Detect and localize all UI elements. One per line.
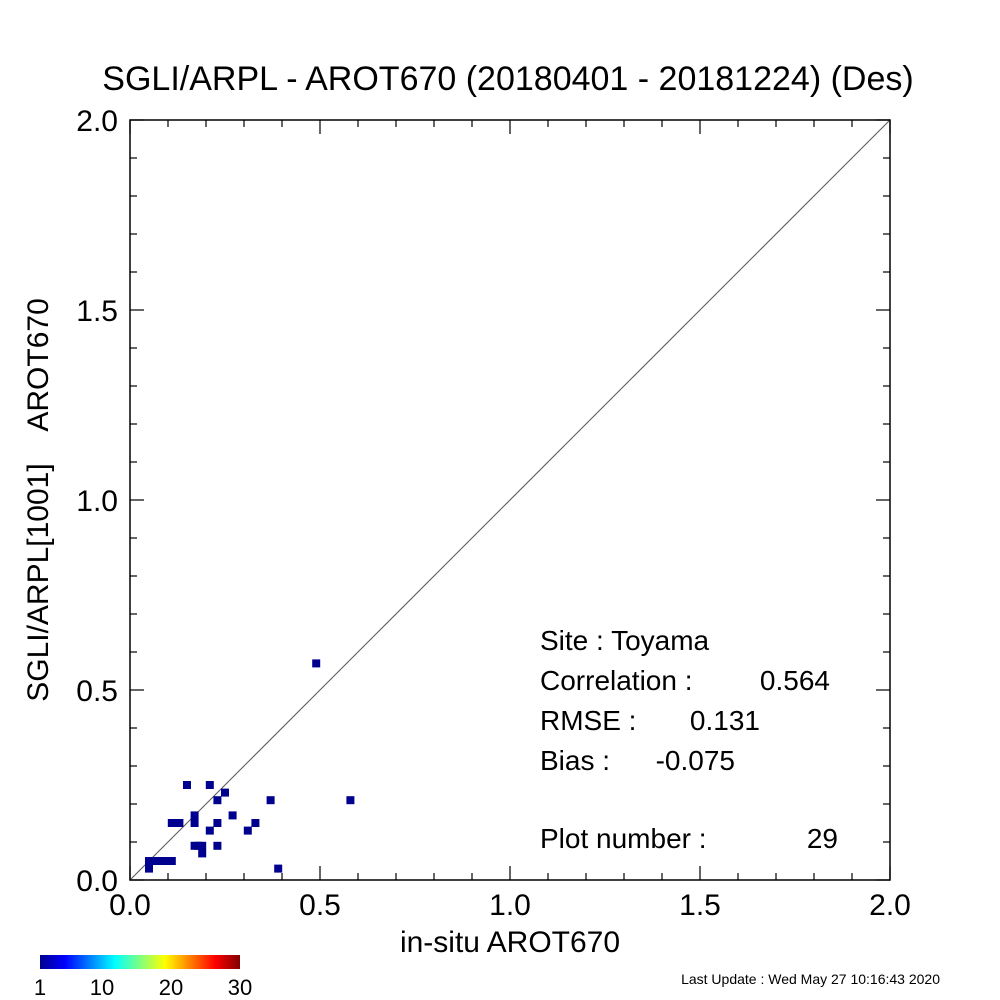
- stats-correlation-label: Correlation :: [540, 665, 693, 696]
- data-point: [213, 841, 222, 850]
- data-point: [190, 811, 199, 820]
- colorbar-tick-label: 20: [159, 975, 183, 1000]
- stats-rmse-label: RMSE :: [540, 705, 636, 736]
- data-point: [183, 781, 191, 789]
- stats-rmse-value: 0.131: [690, 705, 760, 736]
- scatter-points: [145, 659, 355, 873]
- colorbar-tick-label: 30: [228, 975, 252, 1000]
- data-point: [228, 811, 237, 820]
- data-point: [251, 819, 260, 827]
- data-point: [145, 864, 153, 873]
- x-tick-label: 1.0: [489, 889, 531, 922]
- data-point: [312, 659, 321, 668]
- data-point: [274, 864, 283, 873]
- data-point: [221, 788, 229, 797]
- stats-site: Site : Toyama: [540, 625, 710, 656]
- x-tick-label: 0.0: [109, 889, 151, 922]
- data-point: [167, 857, 176, 865]
- y-axis-label: SGLI/ARPL[1001] AROT670: [22, 298, 55, 702]
- data-point: [198, 841, 207, 850]
- data-point: [190, 819, 199, 827]
- data-point: [205, 826, 214, 835]
- x-axis-label: in-situ AROT670: [400, 926, 620, 959]
- colorbar-tick-label: 10: [90, 975, 114, 1000]
- chart-title: SGLI/ARPL - AROT670 (20180401 - 20181224…: [102, 60, 913, 98]
- stats-correlation-value: 0.564: [760, 665, 830, 696]
- x-tick-label: 1.5: [679, 889, 721, 922]
- stats-plot-number-label: Plot number :: [540, 823, 707, 854]
- data-point: [346, 796, 355, 805]
- last-update: Last Update : Wed May 27 10:16:43 2020: [681, 971, 940, 987]
- y-tick-label: 0.5: [76, 675, 118, 708]
- x-tick-label: 2.0: [869, 889, 911, 922]
- axis-ticks: [129, 119, 891, 881]
- data-point: [213, 796, 222, 805]
- x-tick-label: 0.5: [299, 889, 341, 922]
- colorbar: [40, 955, 240, 969]
- y-tick-label: 0.0: [76, 865, 118, 898]
- y-tick-label: 1.5: [76, 295, 118, 328]
- y-tick-label: 1.0: [76, 485, 118, 518]
- data-point: [175, 819, 184, 827]
- stats-bias-label: Bias :: [540, 745, 610, 776]
- data-point: [198, 849, 207, 858]
- data-point: [213, 819, 222, 827]
- stats-plot-number-value: 29: [807, 823, 838, 854]
- data-point: [266, 796, 275, 805]
- one-to-one-line: [129, 119, 891, 881]
- stats-bias-value: -0.075: [656, 745, 735, 776]
- data-point: [243, 826, 252, 835]
- colorbar-tick-label: 1: [34, 975, 46, 1000]
- data-point: [205, 781, 214, 789]
- y-tick-label: 2.0: [76, 105, 118, 138]
